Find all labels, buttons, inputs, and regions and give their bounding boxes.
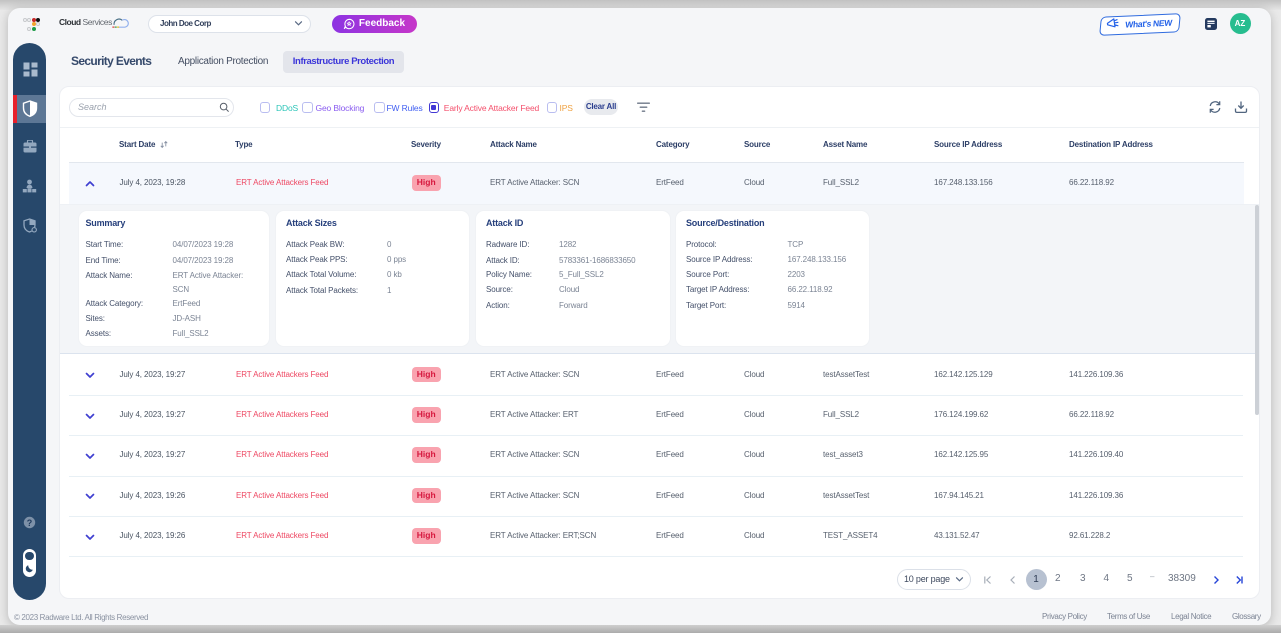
svg-text:?: ? [27,517,33,527]
